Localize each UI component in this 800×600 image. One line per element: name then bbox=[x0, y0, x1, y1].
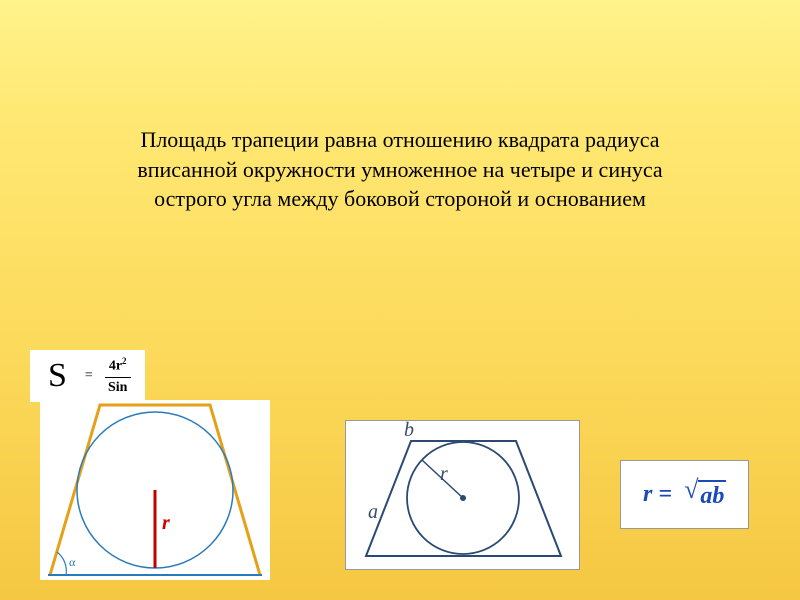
formula-fraction: 4r2 Sin bbox=[105, 356, 131, 396]
figure-1-svg bbox=[40, 400, 270, 580]
theorem-line-3: острого угла между боковой стороной и ос… bbox=[154, 186, 646, 211]
sqrt-content: ab bbox=[698, 480, 726, 510]
figure-1: r α bbox=[40, 400, 270, 580]
area-formula-box: S = 4r2 Sin bbox=[30, 350, 145, 402]
formula-numerator: 4r2 bbox=[105, 356, 131, 378]
radius-formula-eq: = bbox=[658, 481, 672, 508]
formula-equals: = bbox=[85, 368, 93, 384]
r-label: r bbox=[162, 512, 170, 535]
figure-2: b r a bbox=[345, 420, 580, 570]
theorem-line-2: вписанной окружности умноженное на четыр… bbox=[137, 157, 662, 182]
center-dot bbox=[460, 495, 466, 501]
label-b: b bbox=[404, 419, 414, 442]
theorem-text: Площадь трапеции равна отношению квадрат… bbox=[60, 125, 740, 214]
sqrt-sign: √ bbox=[684, 479, 698, 501]
theorem-line-1: Площадь трапеции равна отношению квадрат… bbox=[140, 127, 659, 152]
formula-S: S bbox=[48, 357, 67, 395]
angle-arc bbox=[57, 552, 66, 575]
radius-formula-lhs: r bbox=[643, 481, 652, 508]
sqrt: √ ab bbox=[684, 479, 726, 510]
label-r: r bbox=[440, 463, 448, 486]
formula-denominator: Sin bbox=[108, 378, 127, 396]
radius-formula: r = √ ab bbox=[620, 460, 749, 529]
area-formula: S = 4r2 Sin bbox=[30, 350, 280, 402]
alpha-label: α bbox=[69, 555, 75, 570]
figure-2-svg bbox=[346, 421, 581, 571]
label-a: a bbox=[368, 501, 378, 524]
